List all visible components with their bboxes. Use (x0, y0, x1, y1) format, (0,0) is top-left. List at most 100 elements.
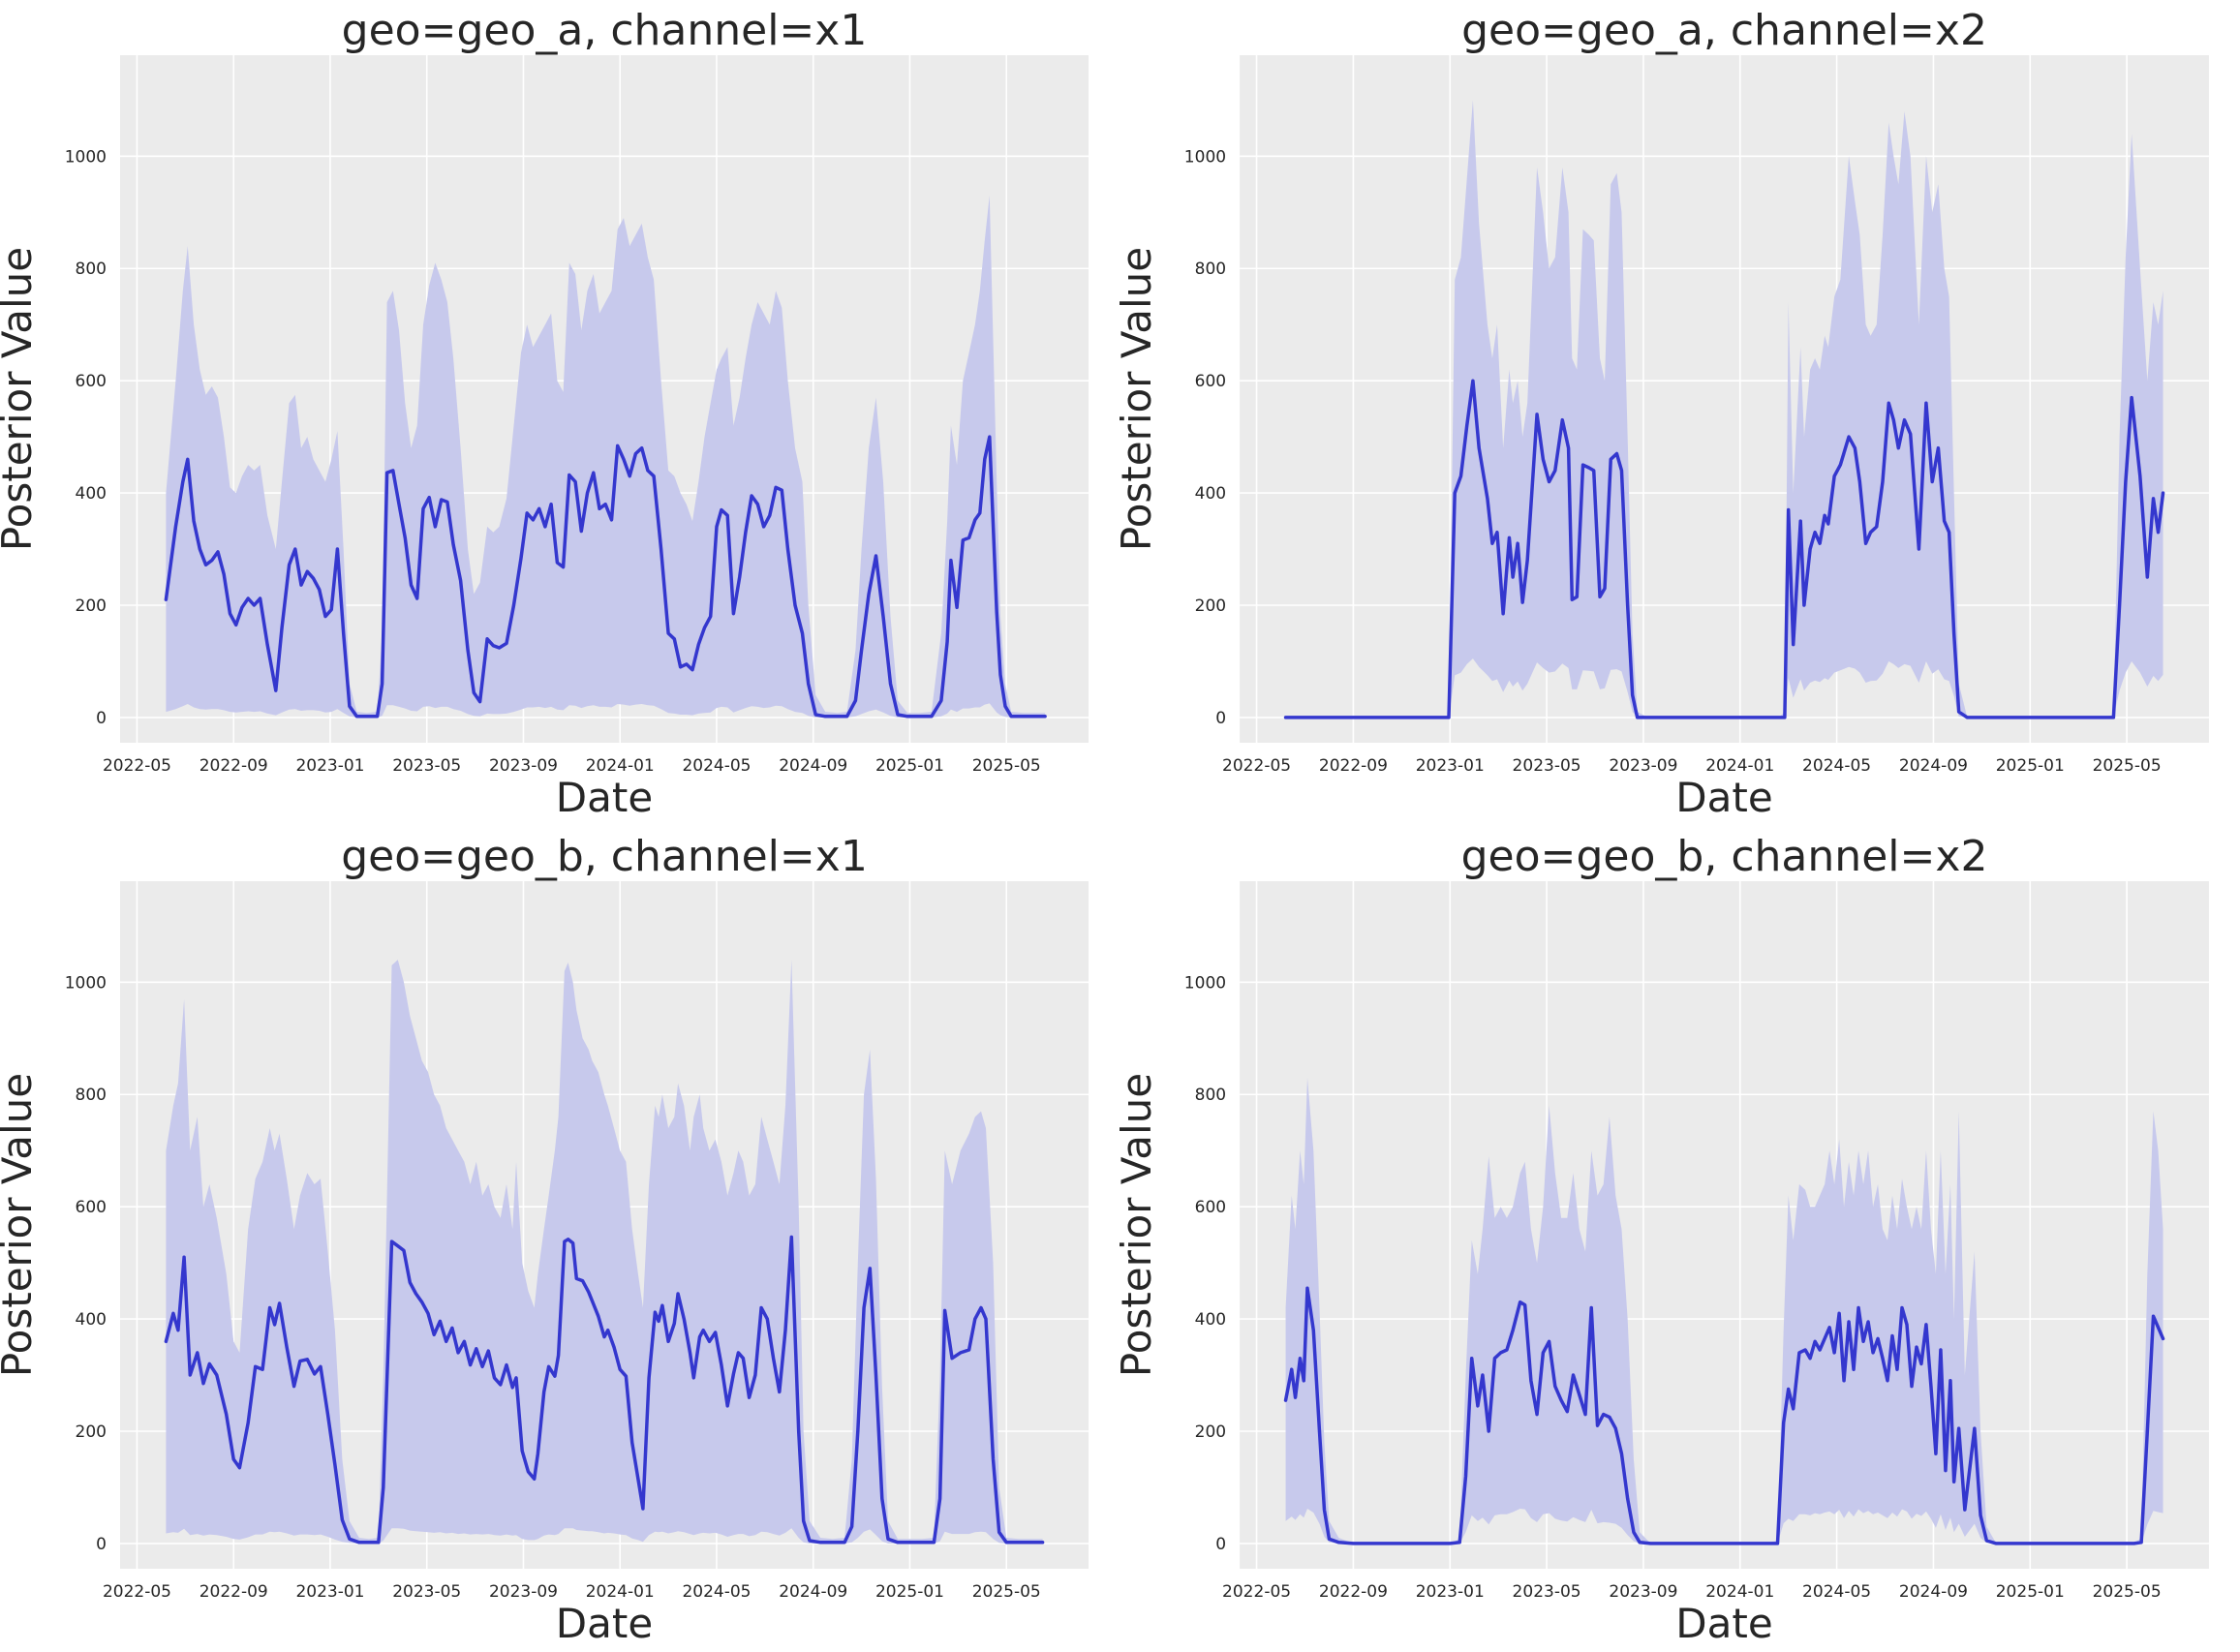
y-axis-label: Posterior Value (1120, 1073, 1160, 1377)
x-tick-label: 2023-05 (392, 756, 461, 776)
x-tick-label: 2025-05 (2093, 1582, 2162, 1602)
y-tick-label: 600 (76, 372, 107, 391)
chart-geo-a-x1: 2022-05 2022-09 2023-01 2023-05 2023-09 2024-… (0, 6, 1089, 821)
x-tick-label: 2022-05 (103, 756, 171, 776)
y-tick-label: 0 (96, 709, 107, 728)
x-tick-label: 2024-09 (779, 1582, 847, 1602)
y-tick-label: 400 (1195, 484, 1226, 504)
y-axis-label: Posterior Value (1120, 247, 1160, 551)
x-tick-labels: 2022-05 2022-09 2023-01 2023-05 2023-09 2024-… (103, 1582, 1041, 1602)
y-tick-label: 200 (76, 597, 107, 616)
x-tick-label: 2024-09 (779, 756, 847, 776)
y-tick-label: 200 (76, 1423, 107, 1442)
x-tick-label: 2022-05 (103, 1582, 171, 1602)
y-tick-label: 1000 (1184, 147, 1226, 167)
y-tick-label: 200 (1195, 1423, 1226, 1442)
y-tick-label: 800 (76, 260, 107, 279)
x-tick-label: 2025-05 (972, 756, 1041, 776)
x-tick-label: 2023-09 (1609, 756, 1677, 776)
x-tick-labels: 2022-05 2022-09 2023-01 2023-05 2023-09 2024-… (103, 756, 1041, 776)
x-axis-label: Date (1675, 1600, 1772, 1647)
y-tick-label: 800 (1195, 260, 1226, 279)
x-tick-label: 2024-01 (586, 1582, 655, 1602)
x-tick-label: 2024-05 (682, 756, 751, 776)
x-tick-label: 2024-09 (1899, 756, 1968, 776)
x-tick-label: 2023-09 (489, 1582, 558, 1602)
posterior-median-line (1283, 1286, 2165, 1545)
chart-geo-b-x2: 2022-05 2022-09 2023-01 2023-05 2023-09 2024-… (1120, 832, 2209, 1647)
x-tick-label: 2023-01 (295, 1582, 364, 1602)
x-tick-label: 2023-05 (1513, 1582, 1581, 1602)
y-tick-label: 800 (1195, 1086, 1226, 1105)
x-tick-label: 2022-09 (1319, 756, 1388, 776)
gridlines (1240, 881, 2209, 1569)
chart-geo-a-x2: 2022-05 2022-09 2023-01 2023-05 2023-09 2024-… (1120, 6, 2209, 821)
x-tick-label: 2025-05 (972, 1582, 1041, 1602)
x-tick-label: 2022-05 (1222, 756, 1291, 776)
y-tick-label: 0 (1215, 1535, 1226, 1554)
credible-interval-band (1285, 100, 2163, 718)
x-tick-label: 2025-01 (875, 1582, 944, 1602)
x-tick-labels: 2022-05 2022-09 2023-01 2023-05 2023-09 2024-… (1222, 756, 2162, 776)
chart-title: geo=geo_a, channel=x2 (1461, 6, 1987, 55)
y-axis-label: Posterior Value (0, 247, 41, 551)
plot-area (1240, 881, 2209, 1569)
x-tick-label: 2022-09 (1319, 1582, 1388, 1602)
y-tick-label: 600 (1195, 372, 1226, 391)
x-tick-label: 2022-05 (1222, 1582, 1291, 1602)
posterior-median-line (1283, 379, 2165, 719)
x-tick-label: 2023-01 (1416, 756, 1485, 776)
x-tick-label: 2024-01 (1705, 1582, 1774, 1602)
x-tick-label: 2023-09 (1609, 1582, 1677, 1602)
x-tick-labels: 2022-05 2022-09 2023-01 2023-05 2023-09 2024-… (1222, 1582, 2162, 1602)
y-tick-labels: 0 200 400 600 800 1000 (65, 147, 107, 728)
plot-area (1240, 55, 2209, 743)
x-tick-label: 2022-09 (199, 756, 268, 776)
chart-geo-b-x1: 2022-05 2022-09 2023-01 2023-05 2023-09 2024-… (0, 832, 1089, 1647)
x-tick-label: 2023-05 (1513, 756, 1581, 776)
y-tick-labels: 0 200 400 600 800 1000 (1184, 973, 1226, 1554)
y-tick-label: 1000 (65, 973, 107, 993)
y-tick-labels: 0 200 400 600 800 1000 (1184, 147, 1226, 728)
x-tick-label: 2025-01 (1996, 756, 2065, 776)
y-tick-label: 200 (1195, 597, 1226, 616)
x-tick-label: 2023-01 (295, 756, 364, 776)
x-axis-label: Date (556, 774, 653, 821)
y-tick-label: 400 (76, 484, 107, 504)
x-tick-label: 2024-05 (1802, 1582, 1871, 1602)
y-tick-label: 1000 (65, 147, 107, 167)
x-tick-label: 2024-09 (1899, 1582, 1968, 1602)
x-tick-label: 2024-01 (1705, 756, 1774, 776)
y-tick-label: 400 (1195, 1310, 1226, 1330)
x-tick-label: 2023-09 (489, 756, 558, 776)
x-tick-label: 2025-01 (1996, 1582, 2065, 1602)
y-tick-label: 400 (76, 1310, 107, 1330)
y-tick-label: 0 (96, 1535, 107, 1554)
subplot-geo-b-x2: 2022-05 2022-09 2023-01 2023-05 2023-09 2024-… (1120, 826, 2240, 1652)
y-tick-label: 0 (1215, 709, 1226, 728)
posterior-median-line (164, 1235, 1045, 1545)
x-tick-label: 2025-01 (875, 756, 944, 776)
x-tick-label: 2023-01 (1416, 1582, 1485, 1602)
chart-title: geo=geo_b, channel=x2 (1461, 832, 1988, 881)
y-axis-label: Posterior Value (0, 1073, 41, 1377)
subplot-geo-a-x1: 2022-05 2022-09 2023-01 2023-05 2023-09 2024-… (0, 0, 1120, 826)
chart-title: geo=geo_a, channel=x1 (342, 6, 868, 55)
x-tick-label: 2023-05 (392, 1582, 461, 1602)
x-tick-label: 2024-05 (682, 1582, 751, 1602)
y-tick-label: 800 (76, 1086, 107, 1105)
subplot-geo-b-x1: 2022-05 2022-09 2023-01 2023-05 2023-09 2024-… (0, 826, 1120, 1652)
posterior-median-line (164, 435, 1047, 719)
x-axis-label: Date (1675, 774, 1772, 821)
y-tick-label: 600 (1195, 1198, 1226, 1217)
y-tick-label: 600 (76, 1198, 107, 1217)
chart-title: geo=geo_b, channel=x1 (341, 832, 868, 881)
x-tick-label: 2025-05 (2093, 756, 2162, 776)
x-axis-label: Date (556, 1600, 653, 1647)
y-tick-labels: 0 200 400 600 800 1000 (65, 973, 107, 1554)
x-tick-label: 2024-05 (1802, 756, 1871, 776)
x-tick-label: 2024-01 (586, 756, 655, 776)
y-tick-label: 1000 (1184, 973, 1226, 993)
x-tick-label: 2022-09 (199, 1582, 268, 1602)
